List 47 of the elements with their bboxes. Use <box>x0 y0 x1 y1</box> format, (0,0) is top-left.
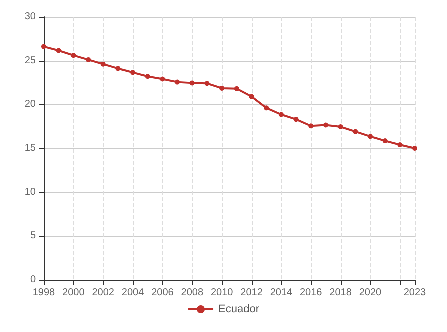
x-tick-label: 2014 <box>270 288 293 298</box>
y-tick-label: 10 <box>24 186 36 198</box>
point <box>100 62 106 67</box>
y-tick-label: 15 <box>24 143 36 154</box>
point <box>160 76 166 82</box>
y-tick-label: 20 <box>24 99 36 110</box>
point <box>42 44 46 50</box>
y-tick-label: 25 <box>24 55 36 66</box>
x-tick-label: 2000 <box>62 288 86 298</box>
x-tick-label: 2006 <box>152 288 174 298</box>
x-tick-label: 2016 <box>300 288 323 298</box>
point <box>71 53 76 58</box>
point <box>130 70 136 76</box>
point <box>145 74 150 80</box>
point <box>116 66 121 72</box>
y-tick-label: 0 <box>30 274 36 286</box>
point <box>382 138 388 144</box>
y-tick-label: 30 <box>24 12 36 22</box>
point <box>353 129 358 134</box>
x-tick-label: 2010 <box>210 288 234 298</box>
point <box>204 81 210 86</box>
point <box>412 146 418 151</box>
point <box>308 124 314 129</box>
x-tick-label: 2023 <box>404 288 427 298</box>
point <box>234 86 240 92</box>
y-tick-label: 5 <box>30 230 36 242</box>
x-tick-label: 2020 <box>359 288 382 298</box>
x-tick-label: 2018 <box>330 288 352 298</box>
legend-label: Ecuador <box>218 304 260 316</box>
point <box>323 122 328 128</box>
point <box>294 117 299 122</box>
x-tick-label: 2002 <box>92 288 115 298</box>
point <box>278 112 284 118</box>
point <box>264 106 270 111</box>
point <box>249 94 254 100</box>
point <box>338 124 344 130</box>
point <box>190 80 195 86</box>
point <box>220 86 225 91</box>
x-tick-label: 2004 <box>122 288 145 298</box>
point <box>86 57 92 62</box>
point <box>398 142 403 148</box>
x-tick-label: 1998 <box>32 288 56 298</box>
x-tick-label: 2008 <box>181 288 204 298</box>
point <box>175 80 180 85</box>
x-tick-label: 2012 <box>240 288 264 298</box>
point <box>56 48 62 54</box>
point <box>368 134 373 140</box>
